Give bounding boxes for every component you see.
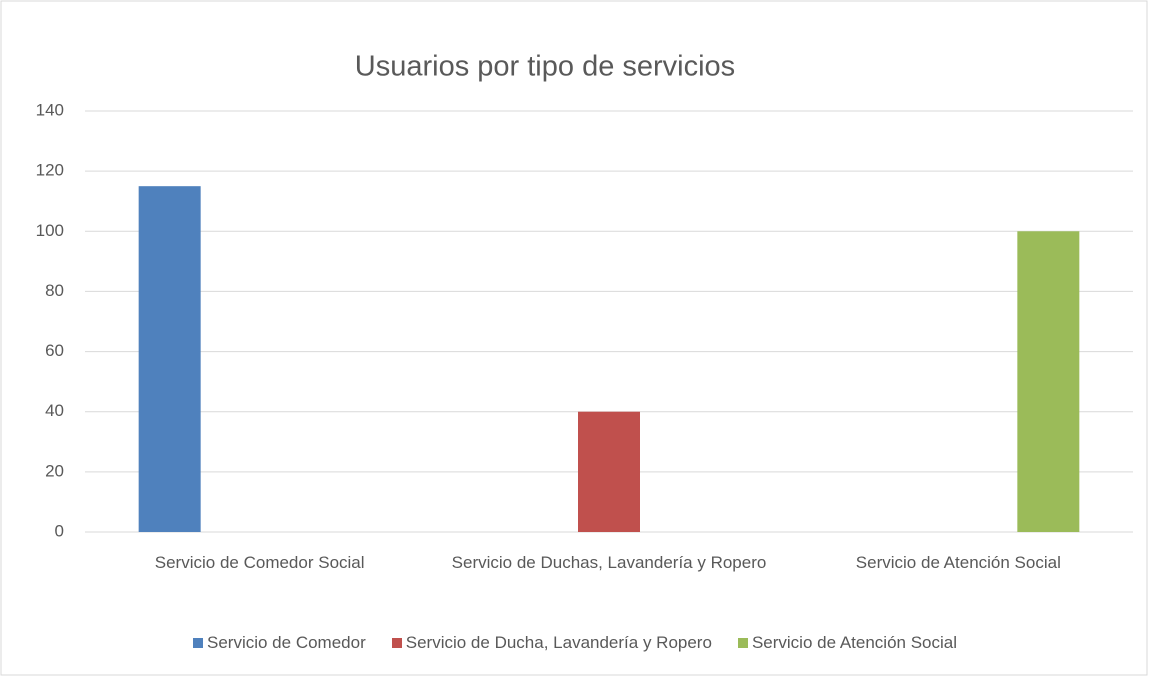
bar: [578, 411, 640, 532]
legend-swatch: [193, 638, 203, 648]
y-tick-label: 60: [45, 341, 64, 360]
legend-item: Servicio de Comedor: [193, 633, 366, 653]
y-tick-label: 80: [45, 281, 64, 300]
x-tick-label: Servicio de Atención Social: [855, 553, 1061, 572]
y-tick-label: 100: [36, 221, 64, 240]
legend-swatch: [737, 638, 748, 648]
y-tick-label: 140: [36, 100, 64, 119]
y-tick-label: 40: [45, 401, 64, 420]
bar: [138, 186, 201, 532]
x-tick-label: Servicio de Duchas, Lavandería y Ropero: [451, 553, 767, 572]
legend-swatch: [391, 638, 402, 648]
legend-label: Servicio de Ducha, Lavandería y Ropero: [405, 633, 712, 652]
legend-item: Servicio de Ducha, Lavandería y Ropero: [391, 633, 712, 653]
legend-label: Servicio de Atención Social: [751, 633, 957, 652]
chart-title: Usuarios por tipo de servicios: [355, 51, 735, 83]
x-tick-label: Servicio de Comedor Social: [154, 553, 365, 572]
y-tick-label: 120: [36, 161, 64, 180]
legend-item: Servicio de Atención Social: [737, 633, 957, 653]
y-tick-label: 0: [55, 521, 64, 540]
y-tick-label: 20: [45, 461, 64, 480]
legend-label: Servicio de Comedor: [207, 633, 366, 652]
legend: Servicio de Comedor Servicio de Ducha, La…: [0, 633, 1150, 653]
bar: [1017, 231, 1080, 533]
